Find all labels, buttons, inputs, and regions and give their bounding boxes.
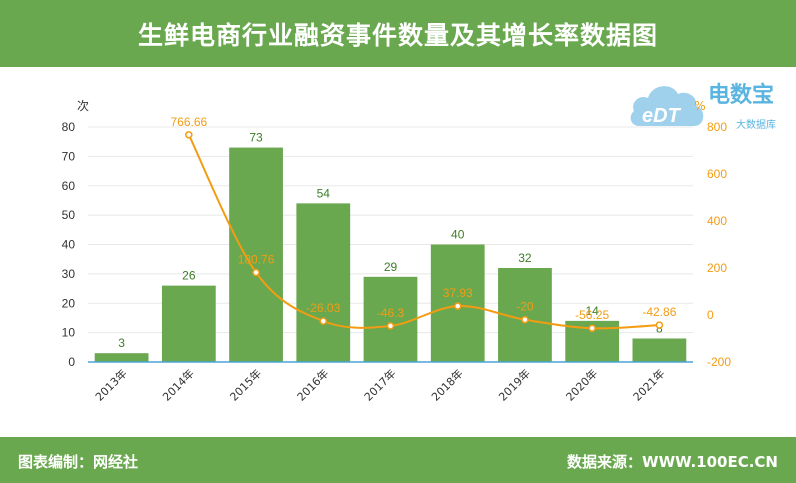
y-tick-right: 600	[707, 167, 727, 181]
bar	[229, 147, 283, 362]
growth-rate-point	[252, 268, 260, 277]
x-tick-label: 2015年	[227, 366, 264, 403]
growth-rate-label: 766.66	[170, 115, 207, 129]
x-tick-label: 2018年	[428, 366, 465, 403]
y-tick-right: 200	[707, 261, 727, 275]
y-tick-left: 80	[62, 120, 76, 134]
y-tick-left: 70	[62, 149, 76, 163]
growth-rate-label: -56.25	[575, 308, 609, 322]
bar	[161, 285, 216, 362]
data-source: 数据来源：WWW.100EC.CN	[567, 453, 778, 471]
bar	[296, 203, 351, 362]
bar-value-label: 40	[451, 228, 465, 242]
edt-logo: eDT 电数宝 大数据库	[630, 82, 776, 131]
chart-header: 生鲜电商行业融资事件数量及其增长率数据图	[0, 0, 796, 67]
y-tick-right: 0	[707, 308, 714, 322]
growth-rate-label: 37.93	[443, 286, 473, 300]
y-tick-left: 60	[62, 179, 76, 193]
chart-footer: 图表编制：网经社 数据来源：WWW.100EC.CN	[0, 437, 796, 483]
growth-rate-point	[655, 321, 664, 329]
y-tick-right: 400	[707, 214, 727, 228]
growth-rate-point	[386, 322, 395, 330]
y-axis-unit-right: %	[694, 99, 705, 113]
chart-area: 0 10 20 30 40 50 60 70 80次 -200 0 200 400 600 800% 3 26 7…	[62, 99, 732, 404]
logo-brand: 电数宝	[708, 82, 774, 108]
y-tick-left: 30	[62, 267, 76, 281]
bar-value-label: 26	[182, 269, 196, 283]
logo-mark: eDT	[642, 105, 682, 127]
chart-title: 生鲜电商行业融资事件数量及其增长率数据图	[137, 20, 658, 50]
growth-rate-label: -26.03	[306, 301, 340, 315]
editor-credit: 图表编制：网经社	[18, 453, 139, 471]
x-tick-label: 2021年	[630, 366, 667, 403]
y-tick-left: 40	[62, 238, 76, 252]
growth-rate-point	[185, 131, 193, 139]
growth-rate-label: -46.3	[377, 306, 405, 320]
y-axis-unit-left: 次	[77, 99, 89, 113]
logo-tagline: 大数据库	[736, 118, 776, 131]
bar-value-label: 32	[518, 251, 532, 265]
y-tick-left: 50	[62, 208, 76, 222]
y-tick-left: 20	[62, 296, 76, 310]
growth-rate-label: -20	[516, 300, 534, 314]
y-tick-right: 800	[707, 120, 727, 134]
bar	[363, 276, 418, 362]
bar	[94, 353, 149, 362]
y-tick-left: 10	[62, 326, 76, 340]
bar	[632, 338, 687, 362]
growth-rate-point	[319, 317, 328, 325]
bar-value-label: 54	[317, 186, 331, 200]
x-tick-label: 2014年	[159, 366, 196, 403]
growth-rate-label: 180.76	[238, 253, 275, 267]
growth-rate-point	[588, 324, 596, 332]
x-tick-label: 2017年	[361, 366, 398, 403]
x-tick-label: 2013年	[92, 366, 129, 403]
growth-rate-point	[521, 315, 529, 324]
y-tick-left: 0	[68, 355, 75, 369]
x-tick-label: 2020年	[563, 366, 600, 403]
growth-rate-point	[453, 302, 462, 310]
cloud-icon	[630, 86, 704, 126]
bar-value-label: 29	[384, 260, 398, 274]
x-tick-label: 2019年	[496, 366, 533, 403]
bar-value-label: 73	[249, 131, 263, 145]
growth-rate-label: -42.86	[642, 305, 676, 319]
y-tick-right: -200	[707, 355, 731, 369]
bar-value-label: 3	[118, 336, 125, 350]
bar-value-label: 14	[585, 304, 599, 318]
x-tick-label: 2016年	[294, 366, 331, 403]
